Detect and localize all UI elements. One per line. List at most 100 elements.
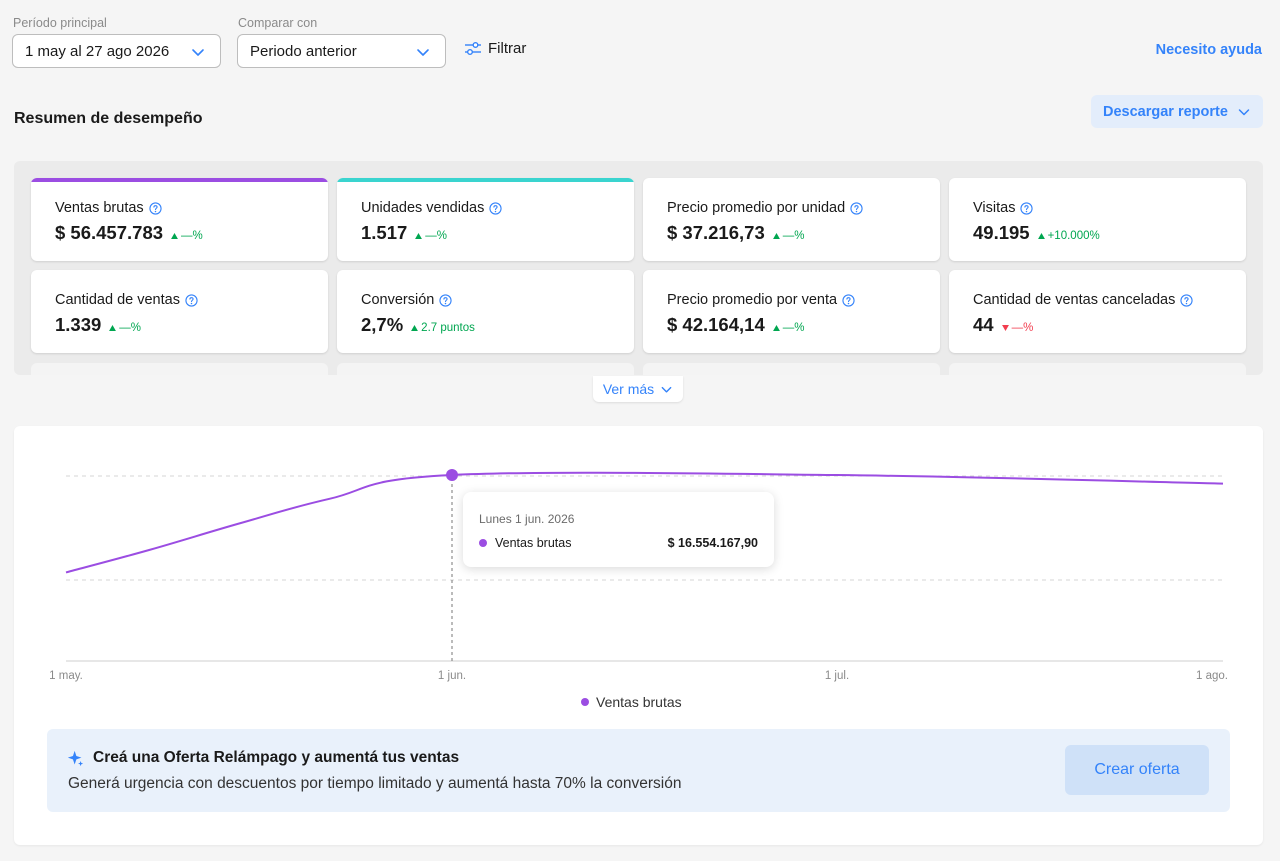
metric-value-row: $ 42.164,14 —% (667, 314, 804, 336)
metric-value-row: $ 56.457.783 —% (55, 222, 203, 244)
chevron-down-icon (1238, 109, 1250, 116)
metric-card[interactable]: Precio promedio por venta $ 42.164,14 —% (643, 270, 940, 353)
metric-delta: —% (109, 322, 141, 334)
metric-card[interactable]: Conversión 2,7% 2.7 puntos (337, 270, 634, 353)
help-circle-icon[interactable] (850, 201, 863, 215)
help-link[interactable]: Necesito ayuda (1155, 42, 1262, 58)
metric-card[interactable]: Cantidad de ventas 1.339 —% (31, 270, 328, 353)
metric-label-row: Conversión (361, 292, 452, 308)
promo-title: Creá una Oferta Relámpago y aumentá tus … (93, 749, 460, 766)
metric-value-row: 44 —% (973, 314, 1033, 336)
triangle-up-icon (1037, 233, 1045, 239)
ver-mas-label: Ver más (602, 381, 655, 397)
x-tick-label: 1 jun. (438, 670, 466, 682)
metric-delta-value: —% (1011, 322, 1034, 334)
metric-label: Ventas brutas (55, 200, 144, 216)
metric-value-row: 1.517 —% (361, 222, 447, 244)
metric-card[interactable]: Unidades vendidas 1.517 —% (337, 178, 634, 261)
series-dot-icon (479, 539, 487, 547)
metric-label-row: Cantidad de ventas canceladas (973, 292, 1193, 308)
chevron-down-icon (417, 49, 429, 56)
metric-delta-value: —% (782, 322, 805, 334)
help-circle-icon[interactable] (842, 293, 855, 307)
create-offer-button[interactable]: Crear oferta (1065, 745, 1209, 795)
download-report-button[interactable]: Descargar reporte (1091, 95, 1263, 128)
metric-delta: —% (415, 230, 447, 242)
metric-accent-bar (337, 178, 634, 182)
series-line-ventas-brutas (65, 471, 1224, 574)
triangle-up-icon (411, 325, 419, 331)
triangle-down-icon (1001, 325, 1009, 331)
help-circle-icon[interactable] (1020, 201, 1034, 215)
promo-title-row: Creá una Oferta Relámpago y aumentá tus … (67, 749, 459, 767)
tooltip-date: Lunes 1 jun. 2026 (479, 512, 575, 526)
metric-card[interactable]: Ventas brutas $ 56.457.783 —% (31, 178, 328, 261)
help-circle-icon[interactable] (185, 293, 198, 307)
metric-value-row: 2,7% 2.7 puntos (361, 314, 475, 336)
metric-card[interactable]: Cantidad de ventas canceladas 44 —% (949, 270, 1246, 353)
help-circle-icon[interactable] (149, 201, 162, 215)
sparkle-icon (67, 750, 84, 766)
filter-label: Filtrar (488, 40, 527, 57)
period-label: Período principal (13, 16, 107, 30)
filter-button[interactable]: Filtrar (464, 40, 526, 57)
metric-value-row: 49.195 +10.000% (973, 222, 1100, 244)
metric-value: 2,7% (361, 314, 404, 335)
triangle-up-icon (109, 325, 117, 331)
triangle-up-icon (415, 233, 423, 239)
metric-value: $ 56.457.783 (55, 222, 164, 243)
metric-delta-value: 2.7 puntos (421, 322, 475, 334)
promo-banner: Creá una Oferta Relámpago y aumentá tus … (47, 729, 1230, 812)
section-title: Resumen de desempeño (14, 110, 203, 127)
chart-legend[interactable]: Ventas brutas (581, 694, 682, 710)
metric-label-row: Precio promedio por venta (667, 292, 855, 308)
triangle-up-icon (772, 233, 780, 239)
metric-value-row: $ 37.216,73 —% (667, 222, 804, 244)
metric-value: $ 42.164,14 (667, 314, 765, 335)
metric-card[interactable]: Precio promedio por unidad $ 37.216,73 —% (643, 178, 940, 261)
help-circle-icon[interactable] (439, 293, 452, 307)
metric-delta: 2.7 puntos (411, 322, 475, 334)
period-select[interactable]: 1 may al 27 ago 2026 (12, 34, 221, 68)
metric-accent-bar (31, 178, 328, 182)
ver-mas-button[interactable]: Ver más (593, 376, 683, 402)
x-tick-label: 1 may. (49, 670, 83, 682)
chevron-down-icon (192, 49, 204, 56)
metric-label: Precio promedio por venta (667, 292, 838, 308)
legend-label: Ventas brutas (596, 694, 682, 710)
metric-label: Visitas (973, 200, 1016, 216)
compare-select[interactable]: Periodo anterior (237, 34, 446, 68)
metric-label: Conversión (361, 292, 435, 308)
sliders-icon (465, 41, 481, 55)
metric-card[interactable]: Visitas 49.195 +10.000% (949, 178, 1246, 261)
metric-value: 1.517 (361, 222, 408, 243)
tooltip-series: Ventas brutas (479, 536, 571, 550)
metric-label-row: Precio promedio por unidad (667, 200, 863, 216)
metric-label-row: Cantidad de ventas (55, 292, 198, 308)
period-select-value: 1 may al 27 ago 2026 (25, 42, 170, 60)
metric-delta-value: —% (425, 230, 448, 242)
metric-delta-value: +10.000% (1047, 230, 1100, 242)
tooltip-series-name: Ventas brutas (495, 536, 572, 550)
download-report-label: Descargar reporte (1103, 103, 1228, 120)
metric-label-row: Ventas brutas (55, 200, 162, 216)
metric-value-row: 1.339 —% (55, 314, 141, 336)
metric-label-row: Visitas (973, 200, 1034, 216)
help-circle-icon[interactable] (1180, 293, 1193, 307)
x-tick-label: 1 jul. (825, 670, 849, 682)
compare-label: Comparar con (238, 16, 318, 30)
metric-delta: +10.000% (1037, 230, 1100, 242)
metric-card-placeholder (337, 363, 634, 375)
metric-delta-value: —% (119, 322, 142, 334)
metric-label: Cantidad de ventas canceladas (973, 292, 1176, 308)
promo-description: Generá urgencia con descuentos por tiemp… (68, 775, 682, 792)
chevron-down-icon (661, 386, 672, 393)
triangle-up-icon (772, 325, 780, 331)
metric-delta: —% (772, 322, 805, 334)
chart-tooltip: Lunes 1 jun. 2026 Ventas brutas $ 16.554… (463, 492, 774, 567)
help-circle-icon[interactable] (489, 201, 502, 215)
metric-value: 49.195 (973, 222, 1030, 243)
metric-label: Unidades vendidas (361, 200, 485, 216)
hover-data-point (446, 468, 458, 481)
